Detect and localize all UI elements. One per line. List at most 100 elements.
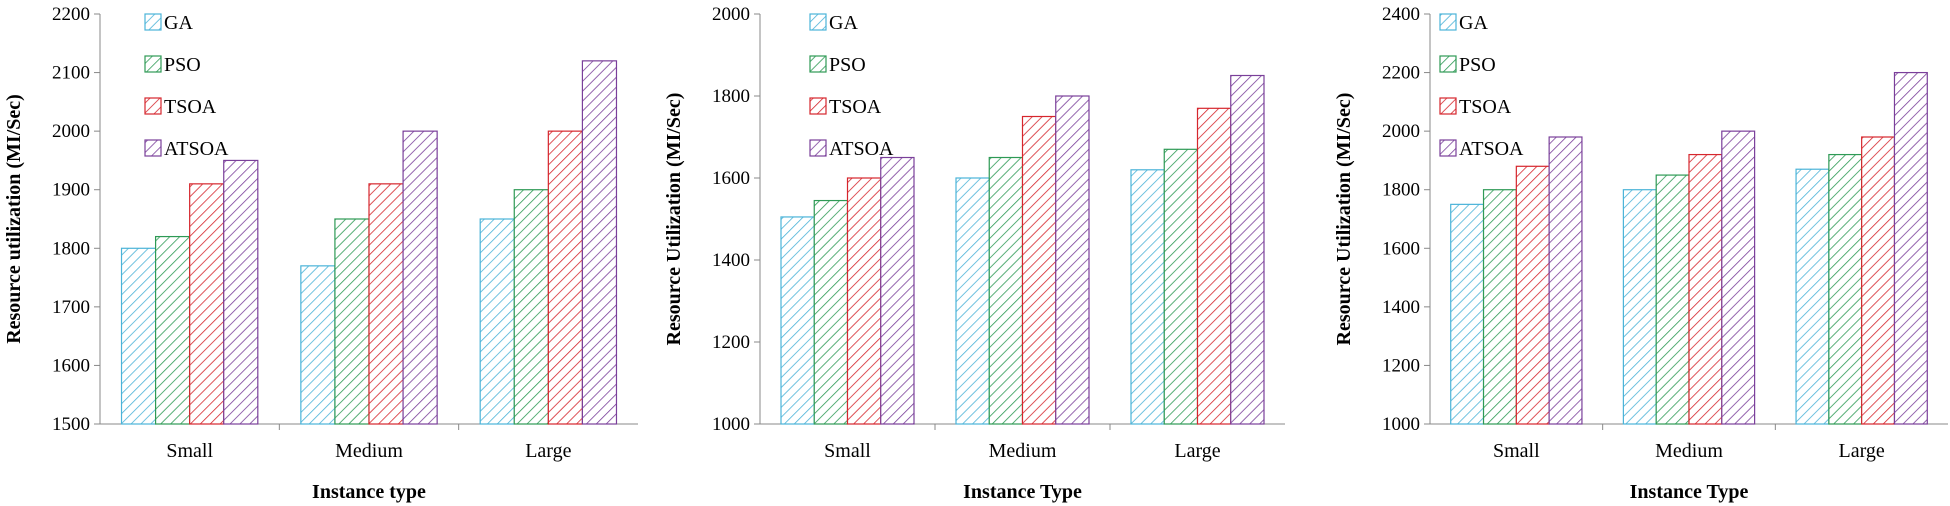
legend-swatch-pso	[809, 55, 827, 73]
y-tick-label: 2400	[1382, 4, 1420, 25]
legend-label-atsoa: ATSOA	[829, 138, 894, 160]
bar-ga-medium	[1622, 189, 1657, 425]
y-tick-label: 1000	[1382, 414, 1420, 435]
y-tick-label: 1800	[712, 86, 750, 107]
bar-pso-small	[154, 235, 191, 425]
legend-swatch-pso	[1439, 55, 1457, 73]
legend-label-pso: PSO	[829, 54, 866, 76]
y-tick-label: 1600	[712, 168, 750, 189]
x-tick-label: Large	[1174, 440, 1220, 462]
bar-atsoa-medium	[402, 130, 438, 425]
chart-instance-type-2: 1000 1200 1400 1600 1800 2000 Small Medium Large…	[663, 4, 1285, 503]
bar-ga-small	[120, 247, 157, 425]
bar-atsoa-small	[1548, 136, 1583, 425]
legend-swatch-tsoa	[809, 97, 827, 115]
legend-label-ga: GA	[164, 12, 193, 34]
bar-atsoa-large	[1230, 74, 1265, 425]
legend-label-ga: GA	[829, 12, 858, 34]
bar-pso-small	[1482, 189, 1517, 425]
bar-tsoa-small	[189, 183, 225, 425]
legend-label-ga: GA	[1459, 12, 1488, 34]
legend-swatch-atsoa	[1439, 139, 1457, 157]
legend-label-atsoa: ATSOA	[164, 138, 229, 160]
x-tick-label: Small	[1493, 440, 1540, 462]
bar-atsoa-medium	[1721, 130, 1756, 425]
bar-pso-medium	[1655, 174, 1690, 425]
y-tick-label: 1200	[1382, 355, 1420, 376]
y-tick-label: 2000	[712, 4, 750, 25]
x-axis-label: Instance Type	[1630, 481, 1749, 503]
bar-tsoa-medium	[368, 183, 404, 425]
bar-atsoa-medium	[1055, 95, 1090, 425]
legend-swatch-ga	[1439, 13, 1457, 31]
y-axis-label: Resource Utilization (MI/Sec)	[1333, 93, 1355, 346]
bar-pso-large	[1163, 148, 1199, 425]
y-tick-label: 1500	[52, 414, 90, 435]
legend: GA PSO TSOA ATSOA	[809, 12, 894, 160]
bar-pso-small	[813, 199, 849, 425]
bar-ga-medium	[955, 177, 990, 425]
legend-swatch-atsoa	[144, 139, 162, 157]
legend-label-atsoa: ATSOA	[1459, 138, 1524, 160]
y-tick-label: 1900	[52, 180, 90, 201]
x-tick-label: Medium	[1655, 440, 1723, 462]
y-tick-label: 2200	[52, 4, 90, 25]
bar-ga-large	[479, 218, 515, 425]
bar-tsoa-large	[1196, 107, 1232, 425]
y-tick-label: 2100	[52, 63, 90, 84]
bar-ga-large	[1795, 168, 1830, 425]
y-tick-label: 1200	[712, 332, 750, 353]
legend-swatch-pso	[144, 55, 162, 73]
bar-ga-large	[1130, 169, 1165, 425]
bar-pso-medium	[334, 218, 370, 425]
bar-ga-small	[780, 216, 815, 425]
legend-swatch-tsoa	[1439, 97, 1457, 115]
chart-instance-type-1: 1500 1600 1700 1800 1900 2000 2100 2200 Small Med…	[3, 4, 638, 503]
y-tick-label: 1400	[712, 250, 750, 271]
legend-label-pso: PSO	[1459, 54, 1496, 76]
bar-atsoa-large	[581, 60, 618, 425]
bar-ga-small	[1450, 203, 1485, 425]
legend-swatch-tsoa	[144, 97, 162, 115]
x-axis-label: Instance Type	[963, 481, 1082, 503]
y-tick-label: 2000	[1382, 121, 1420, 142]
legend-swatch-ga	[144, 13, 162, 31]
y-tick-label: 1600	[1382, 238, 1420, 259]
x-tick-label: Large	[1839, 440, 1885, 462]
legend-label-tsoa: TSOA	[1459, 96, 1512, 118]
bar-pso-large	[1828, 153, 1863, 425]
legend-label-pso: PSO	[164, 54, 201, 76]
y-tick-label: 1000	[712, 414, 750, 435]
legend-label-tsoa: TSOA	[829, 96, 882, 118]
y-axis-label: Resource utilization (MI/Sec)	[3, 94, 25, 344]
legend: GA PSO TSOA ATSOA	[1439, 12, 1524, 160]
bar-pso-large	[513, 189, 549, 425]
bar-tsoa-small	[1515, 165, 1550, 425]
bar-pso-medium	[988, 156, 1024, 425]
legend-swatch-ga	[809, 13, 827, 31]
y-tick-label: 1700	[52, 297, 90, 318]
bar-tsoa-large	[547, 130, 584, 425]
y-tick-label: 1800	[52, 238, 90, 259]
bar-atsoa-small	[223, 159, 259, 425]
x-tick-label: Medium	[335, 440, 403, 462]
y-tick-label: 2200	[1382, 63, 1420, 84]
y-tick-label: 2000	[52, 121, 90, 142]
bar-tsoa-small	[846, 177, 882, 425]
bar-tsoa-medium	[1688, 153, 1723, 425]
y-tick-label: 1800	[1382, 180, 1420, 201]
y-tick-label: 1600	[52, 355, 90, 376]
legend: GA PSO TSOA ATSOA	[144, 12, 229, 160]
bar-atsoa-small	[880, 156, 915, 425]
legend-swatch-atsoa	[809, 139, 827, 157]
y-axis-label: Resource Utilization (MI/Sec)	[663, 93, 685, 346]
bar-tsoa-medium	[1021, 115, 1057, 425]
x-axis-label: Instance type	[312, 481, 426, 503]
bar-ga-medium	[300, 265, 336, 425]
x-tick-label: Small	[824, 440, 871, 462]
legend-label-tsoa: TSOA	[164, 96, 217, 118]
x-tick-label: Large	[525, 440, 571, 462]
x-tick-label: Medium	[989, 440, 1057, 462]
x-tick-label: Small	[166, 440, 213, 462]
